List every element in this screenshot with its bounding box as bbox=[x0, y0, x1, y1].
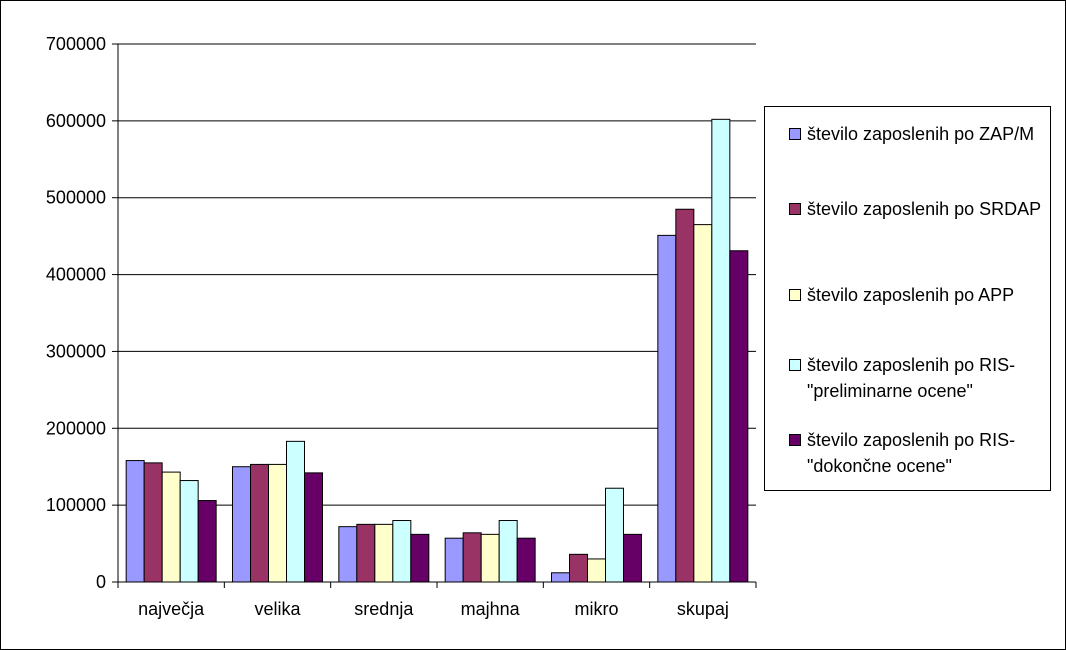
y-tick-label: 300000 bbox=[46, 341, 106, 361]
legend-label: število zaposlenih po ZAP/M bbox=[807, 124, 1035, 144]
bar bbox=[197, 500, 217, 583]
bar bbox=[551, 572, 570, 583]
x-tick-label: srednja bbox=[354, 599, 414, 619]
y-tick-label: 0 bbox=[96, 572, 106, 592]
bar bbox=[286, 440, 305, 583]
y-tick-label: 400000 bbox=[46, 265, 106, 285]
x-tick-label: majhna bbox=[461, 599, 521, 619]
bar bbox=[675, 208, 695, 583]
bar bbox=[143, 462, 163, 583]
chart-legend: število zaposlenih po ZAP/M število zapos… bbox=[764, 106, 1051, 491]
y-tick-label: 200000 bbox=[46, 418, 106, 438]
bar bbox=[480, 533, 500, 583]
bar bbox=[711, 118, 731, 583]
legend-swatch bbox=[789, 128, 801, 140]
bar bbox=[374, 523, 394, 583]
bar bbox=[516, 537, 536, 583]
bar bbox=[498, 520, 518, 583]
bar bbox=[693, 224, 713, 583]
legend-swatch bbox=[789, 359, 801, 371]
bar bbox=[623, 533, 642, 583]
y-tick-label: 700000 bbox=[46, 34, 106, 54]
legend-label: število zaposlenih po SRDAP bbox=[807, 199, 1042, 219]
bar bbox=[304, 472, 323, 583]
x-tick-label: velika bbox=[254, 599, 301, 619]
bar bbox=[657, 234, 677, 583]
y-tick-label: 600000 bbox=[46, 111, 106, 131]
bar bbox=[232, 466, 251, 583]
bar bbox=[462, 532, 482, 583]
bar bbox=[268, 463, 287, 583]
x-tick-label: skupaj bbox=[677, 599, 729, 619]
bar bbox=[179, 480, 199, 583]
y-tick-label: 500000 bbox=[46, 188, 106, 208]
legend-label: število zaposlenih po RIS-"preliminarne … bbox=[807, 355, 1016, 401]
bar bbox=[392, 520, 412, 583]
bar bbox=[569, 553, 588, 583]
bar bbox=[338, 526, 358, 583]
legend-label: število zaposlenih po RIS-"dokončne ocen… bbox=[807, 430, 1016, 476]
x-tick-label: največja bbox=[138, 599, 205, 619]
bar bbox=[444, 537, 464, 583]
x-tick-label: mikro bbox=[575, 599, 619, 619]
bar bbox=[250, 463, 269, 583]
bar bbox=[125, 460, 145, 583]
bar bbox=[410, 533, 430, 583]
y-tick-label: 100000 bbox=[46, 495, 106, 515]
legend-swatch bbox=[789, 434, 801, 446]
legend-swatch bbox=[789, 289, 801, 301]
bar bbox=[605, 487, 624, 583]
legend-label: število zaposlenih po APP bbox=[807, 285, 1015, 305]
bar bbox=[729, 250, 749, 583]
bar bbox=[356, 523, 376, 583]
bar bbox=[161, 471, 181, 583]
legend-swatch bbox=[789, 203, 801, 215]
bar bbox=[587, 558, 606, 583]
